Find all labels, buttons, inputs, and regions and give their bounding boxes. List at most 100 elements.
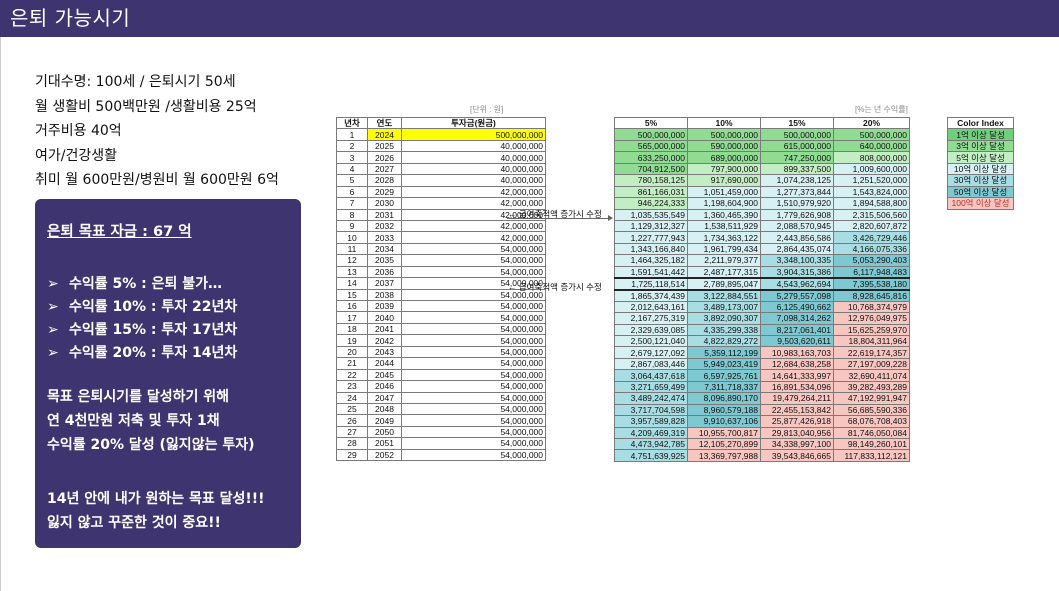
cell-principal: 500,000,000 [401,128,546,141]
cell-rate-value: 4,166,075,336 [833,242,910,256]
cell-principal: 42,000,000 [401,219,546,233]
rate-note: [%는 년 수익률] [855,105,908,114]
cell-rate-value: 899,337,500 [760,162,834,176]
cell-rate-value: 2,820,607,872 [833,219,910,233]
table-row: 29 2052 54,000,000 [336,448,546,462]
cell-rate-value: 7,395,538,180 [833,276,910,291]
cell-principal: 54,000,000 [401,322,546,336]
cell-principal: 54,000,000 [401,265,546,279]
cell-year-count: 5 [336,174,368,187]
cell-rate-value: 1,543,824,000 [833,185,910,199]
cell-rate-value: 500,000,000 [760,128,834,141]
cell-rate-value: 3,122,884,551 [687,289,761,302]
info-line: 취미 월 600만원/병원비 월 600만원 6억 [35,172,279,188]
cell-year: 2032 [367,219,402,233]
cell-rate-value: 3,904,315,386 [760,265,834,279]
table-row: 24 2047 54,000,000 [336,391,546,404]
return-rate-table: 5% 10% 15% 20% 500,000,000 500,000,000 500… [614,116,910,462]
cell-year: 2040 [367,311,402,324]
header-rate-15: 15% [760,116,834,130]
cell-principal: 54,000,000 [401,425,546,439]
cell-rate-value: 1,360,465,390 [687,208,761,221]
cell-year-count: 1 [336,128,368,141]
cell-rate-value: 2,864,435,074 [760,242,834,256]
cell-year: 2042 [367,334,402,347]
table-row: 2,329,639,085 4,335,299,338 8,217,061,401 1… [614,323,910,337]
plan-line: 연 4천만원 저축 및 투자 1채 [47,413,220,429]
cell-rate-value: 1,227,777,943 [614,231,688,244]
cell-rate-value: 1,734,363,122 [687,231,761,244]
cell-rate-value: 2,867,083,446 [614,357,688,371]
legend-title: Color Index [947,116,1014,130]
table-row: 2,867,083,446 5,949,023,419 12,684,638,258… [614,357,910,371]
cell-rate-value: 7,098,314,262 [760,312,834,325]
cell-rate-value: 3,717,704,598 [614,403,688,417]
cell-rate-value: 2,789,895,047 [687,276,761,291]
cell-rate-value: 1,591,541,442 [614,265,688,279]
table-row: 3,271,659,499 7,311,718,337 16,891,534,096… [614,380,910,394]
legend-row: 3억 이상 달성 [947,139,1014,153]
cell-year-count: 9 [336,219,368,233]
cell-rate-value: 1,725,118,514 [614,276,688,291]
unit-note: [단위 : 원] [470,105,504,114]
cell-year: 2036 [367,265,402,279]
table-row: 8 2031 42,000,000 [336,208,546,221]
table-row: 22 2045 54,000,000 [336,368,546,382]
cell-year-count: 27 [336,425,368,439]
cell-rate-value: 1,035,535,549 [614,208,688,221]
cell-rate-value: 3,892,090,307 [687,312,761,325]
cell-rate-value: 2,500,121,040 [614,334,688,348]
cell-year-count: 19 [336,334,368,347]
cell-rate-value: 7,311,718,337 [687,380,761,394]
table-row: 4,473,942,785 12,105,270,899 34,338,997,10… [614,437,910,451]
cell-rate-value: 27,197,009,228 [833,357,910,371]
cell-rate-value: 13,369,797,988 [687,449,761,462]
table-row: 3 2026 40,000,000 [336,151,546,164]
cell-rate-value: 590,000,000 [687,139,761,153]
cell-rate-value: 3,348,100,335 [760,254,834,267]
cell-rate-value: 3,489,173,007 [687,300,761,314]
table-row: 1,464,325,182 2,211,979,377 3,348,100,335 5… [614,254,910,267]
cell-year-count: 15 [336,288,368,302]
cell-principal: 42,000,000 [401,231,546,244]
bullet-arrow-icon: ➢ [47,345,59,361]
cell-principal: 54,000,000 [401,357,546,370]
table-row: 12 2035 54,000,000 [336,254,546,267]
cell-year: 2046 [367,380,402,393]
cell-principal: 54,000,000 [401,334,546,347]
cell-rate-value: 25,877,426,918 [760,415,834,428]
table-row: 946,224,333 1,198,604,900 1,510,979,920 1,8… [614,197,910,210]
table-row: 780,158,125 917,690,000 1,074,238,125 1,251… [614,174,910,187]
legend-row: 1억 이상 달성 [947,128,1014,141]
color-index-legend: Color Index 1억 이상 달성 3억 이상 달성 5억 이상 달성 10억 … [947,116,1014,210]
cell-year: 2045 [367,368,402,382]
cell-year-count: 2 [336,139,368,153]
cell-principal: 54,000,000 [401,414,546,427]
cell-year: 2026 [367,151,402,164]
table-row: 2,012,643,161 3,489,173,007 6,125,490,662 1… [614,300,910,314]
cell-rate-value: 15,625,259,970 [833,323,910,337]
cell-rate-value: 32,690,411,074 [833,369,910,382]
cell-principal: 54,000,000 [401,242,546,256]
cell-principal: 54,000,000 [401,368,546,382]
cell-rate-value: 56,685,590,336 [833,403,910,417]
table-row: 15 2038 54,000,000 [336,288,546,302]
table-row: 27 2050 54,000,000 [336,425,546,439]
arrow-right-icon [608,215,613,221]
legend-item: 10억 이상 달성 [947,162,1014,176]
table-row: 3,957,589,828 9,910,637,106 25,877,426,918… [614,415,910,428]
cell-rate-value: 917,690,000 [687,174,761,187]
cell-principal: 40,000,000 [401,174,546,187]
table-row: 1,227,777,943 1,734,363,122 2,443,856,586 3… [614,231,910,244]
legend-item: 30억 이상 달성 [947,174,1014,187]
cell-rate-value: 500,000,000 [687,128,761,141]
legend-row: 100억 이상 달성 [947,197,1014,210]
table-row: 2 2025 40,000,000 [336,139,546,153]
cell-rate-value: 5,359,112,199 [687,346,761,359]
table-row: 704,912,500 797,900,000 899,337,500 1,009,6… [614,162,910,176]
cell-rate-value: 2,679,127,092 [614,346,688,359]
cell-principal: 54,000,000 [401,448,546,462]
cell-year: 2035 [367,254,402,267]
cell-year-count: 4 [336,162,368,176]
cell-year-count: 8 [336,208,368,221]
